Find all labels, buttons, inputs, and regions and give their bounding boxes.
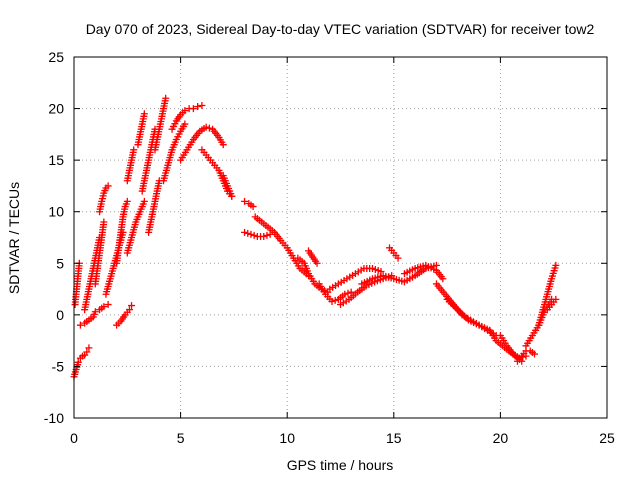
y-axis-ticks: -10 -5 0 5 10 15 20 25 <box>44 49 607 426</box>
chart-title: Day 070 of 2023, Sidereal Day-to-day VTE… <box>86 21 595 37</box>
x-axis-ticks: 0 5 10 15 20 25 <box>70 57 615 446</box>
data-point <box>552 295 560 303</box>
grid-lines <box>74 57 607 418</box>
data-point <box>140 197 148 205</box>
x-tick-label: 0 <box>70 430 78 446</box>
data-point <box>181 107 189 115</box>
data-point <box>198 101 206 109</box>
data-point <box>83 348 91 356</box>
data-point <box>219 141 227 149</box>
plot-frame <box>73 56 608 419</box>
data-point <box>76 321 84 329</box>
data-point <box>91 308 99 316</box>
data-point <box>439 275 447 283</box>
data-point-interp <box>250 231 258 239</box>
data-point <box>125 306 133 314</box>
data-point <box>162 94 170 102</box>
data-point-interp <box>244 229 252 237</box>
data-point <box>228 192 236 200</box>
data-point <box>241 228 249 236</box>
data-point-interp <box>519 353 527 361</box>
data-point <box>85 344 93 352</box>
y-tick-label: 0 <box>56 307 64 323</box>
data-point <box>247 230 255 238</box>
data-point <box>104 182 112 190</box>
data-point <box>104 301 112 309</box>
data-point <box>241 197 249 205</box>
y-tick-label: 20 <box>48 101 64 117</box>
data-point <box>202 123 210 131</box>
x-tick-label: 15 <box>386 430 402 446</box>
x-tick-label: 25 <box>599 430 615 446</box>
data-point <box>181 120 189 128</box>
data-point <box>128 302 136 310</box>
data-point <box>552 261 560 269</box>
data-point <box>123 197 131 205</box>
y-tick-label: 15 <box>48 152 64 168</box>
data-point-interp <box>331 296 339 304</box>
y-tick-label: 10 <box>48 204 64 220</box>
y-tick-label: -10 <box>44 410 64 426</box>
x-tick-label: 10 <box>279 430 295 446</box>
y-axis-label: SDTVAR / TECUs <box>6 182 22 294</box>
data-point <box>189 105 197 113</box>
data-point <box>140 110 148 118</box>
y-tick-label: -5 <box>52 358 65 374</box>
data-point <box>260 232 268 240</box>
data-point <box>194 103 202 111</box>
data-point <box>531 350 539 358</box>
x-tick-label: 20 <box>493 430 509 446</box>
data-point <box>328 297 336 305</box>
data-point <box>100 218 108 226</box>
data-point <box>249 203 257 211</box>
y-tick-label: 5 <box>56 255 64 271</box>
x-axis-label: GPS time / hours <box>287 457 394 473</box>
x-tick-label: 5 <box>177 430 185 446</box>
data-point <box>394 254 402 262</box>
data-point-interp <box>344 289 352 297</box>
data-points <box>70 94 560 381</box>
data-point-interp <box>263 231 271 239</box>
data-point-interp <box>205 124 213 132</box>
y-tick-label: 25 <box>48 49 64 65</box>
data-point <box>341 290 349 298</box>
data-point <box>313 259 321 267</box>
data-point <box>130 146 138 154</box>
data-point <box>74 358 82 366</box>
data-point <box>100 303 108 311</box>
